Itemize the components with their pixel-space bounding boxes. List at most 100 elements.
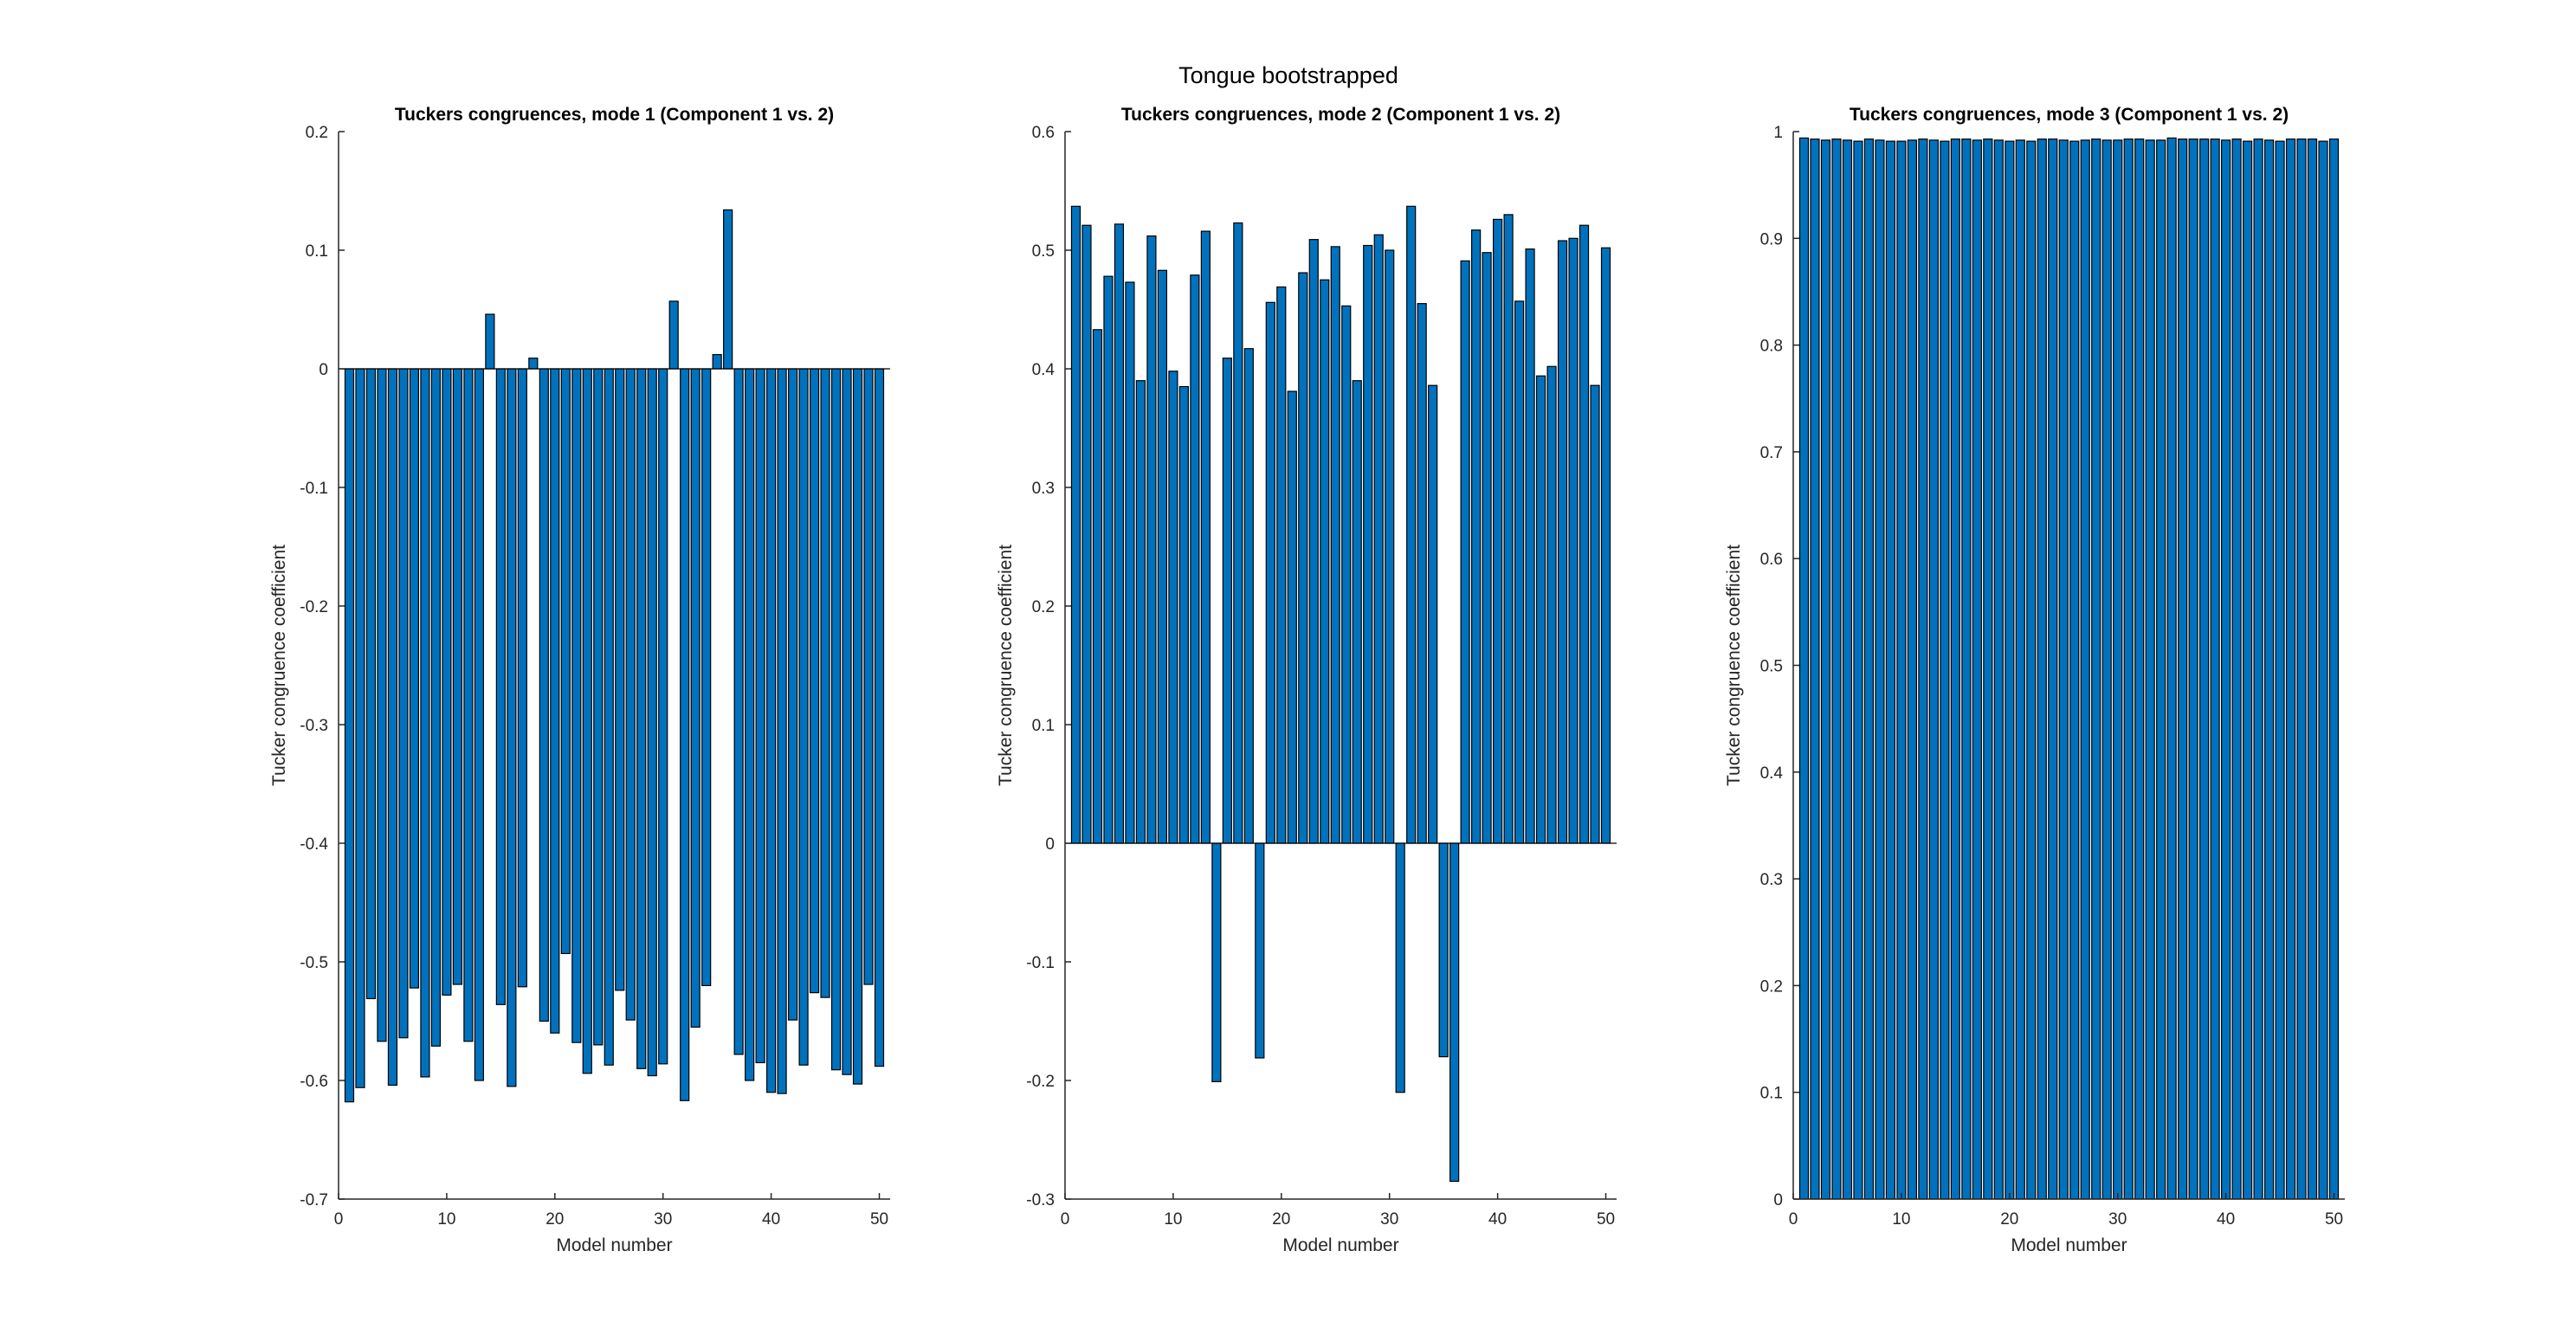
bar [571, 368, 582, 1043]
bar [1863, 139, 1875, 1200]
y-tick-label: -0.4 [300, 835, 328, 854]
y-tick-label: -0.1 [1026, 954, 1055, 972]
bar [344, 368, 355, 1103]
bar [1798, 137, 1810, 1200]
x-axis-label: Model number [2011, 1235, 2127, 1255]
bar [2285, 139, 2296, 1200]
bar [2221, 139, 2231, 1200]
bar [1590, 384, 1600, 844]
bar [463, 368, 474, 1042]
bar [1535, 375, 1546, 844]
bar [550, 368, 560, 1034]
bar [1820, 139, 1831, 1200]
bar [2037, 139, 2047, 1200]
y-tick-label: -0.3 [1026, 1191, 1055, 1209]
bar [1287, 390, 1297, 844]
y-tick-label: 0.6 [1032, 124, 1055, 142]
bar [852, 368, 863, 1085]
bar [874, 368, 885, 1067]
bar [809, 368, 820, 994]
panel-title: Tuckers congruences, mode 3 (Component 1… [1850, 105, 2289, 125]
x-axis-label: Model number [556, 1235, 672, 1255]
bar [1842, 139, 1853, 1200]
bar [1438, 842, 1449, 1058]
bar [2123, 139, 2134, 1200]
bar [2091, 139, 2101, 1200]
bar [1546, 365, 1557, 844]
y-tick-label: 0.5 [1760, 658, 1783, 676]
y-tick-label: 0 [1045, 835, 1055, 854]
bar [485, 313, 495, 370]
bar [1352, 380, 1362, 844]
y-tick-label: 0.2 [1760, 977, 1783, 996]
bar [507, 368, 517, 1087]
x-tick-label: 0 [334, 1210, 344, 1229]
bar [387, 368, 398, 1087]
bar [2296, 139, 2307, 1200]
bar [1168, 371, 1178, 844]
y-tick-label: -0.2 [300, 598, 328, 616]
bar [1373, 234, 1384, 844]
bar [1503, 214, 1514, 844]
y-axis-label: Tucker congruence coefficient [996, 545, 1016, 786]
bar [442, 368, 452, 996]
chart-panel-mode-2: -0.3 -0.2 -0.1 0 0.1 0.2 0.3 0.4 0.5 0.6 0 10 20 30 40… [996, 105, 1617, 1255]
bar [798, 368, 809, 1066]
bar [2026, 140, 2037, 1200]
bar [2156, 139, 2166, 1200]
y-tick-label: 0.6 [1760, 551, 1783, 569]
bar [2080, 139, 2090, 1200]
bar [1928, 139, 1939, 1200]
y-tick-label: 0.2 [1032, 598, 1055, 616]
bar [745, 368, 755, 1081]
x-tick-label: 30 [1380, 1210, 1398, 1229]
bar [539, 368, 549, 1022]
x-tick-label: 40 [2217, 1210, 2235, 1229]
bar [1395, 842, 1405, 1093]
bar [1557, 240, 1568, 844]
bar [2058, 139, 2069, 1200]
bar [430, 368, 442, 1047]
bar [1993, 139, 2004, 1200]
x-tick-label: 10 [1892, 1210, 1910, 1229]
x-tick-label: 0 [1789, 1210, 1798, 1229]
bar [1178, 385, 1189, 844]
bar [1885, 140, 1896, 1200]
bar [636, 368, 647, 1069]
bar [2166, 137, 2177, 1200]
bar [2318, 140, 2328, 1200]
bar [1385, 249, 1395, 844]
bar [1417, 303, 1427, 844]
bar [377, 368, 387, 1042]
panel-title: Tuckers congruences, mode 1 (Component 1… [395, 105, 834, 125]
panel-title: Tuckers congruences, mode 2 (Component 1… [1121, 105, 1560, 125]
bar [1460, 260, 1470, 844]
bar [647, 368, 657, 1077]
bar [625, 368, 636, 1021]
bar [2015, 139, 2025, 1200]
bar [2199, 139, 2210, 1200]
bar [863, 368, 874, 985]
bar [560, 368, 571, 955]
bar [2253, 139, 2263, 1200]
bar [517, 368, 527, 988]
bar [1449, 842, 1460, 1183]
bar [842, 368, 852, 1075]
bar [1103, 275, 1114, 844]
bar [1600, 247, 1611, 844]
bar [777, 368, 787, 1094]
y-tick-label: 0 [319, 361, 328, 379]
bar [604, 368, 614, 1066]
bar [712, 353, 722, 370]
y-tick-label: 0.9 [1760, 230, 1783, 248]
bar [1514, 300, 1525, 844]
bar [2210, 139, 2220, 1200]
bar [2113, 139, 2123, 1200]
y-tick-label: 0 [1773, 1191, 1783, 1209]
bar [1810, 139, 1820, 1200]
y-tick-label: 0.1 [306, 242, 328, 261]
bar [1525, 248, 1535, 844]
x-tick-label: 10 [1164, 1210, 1182, 1229]
bar [452, 368, 462, 985]
bar [1146, 235, 1157, 844]
